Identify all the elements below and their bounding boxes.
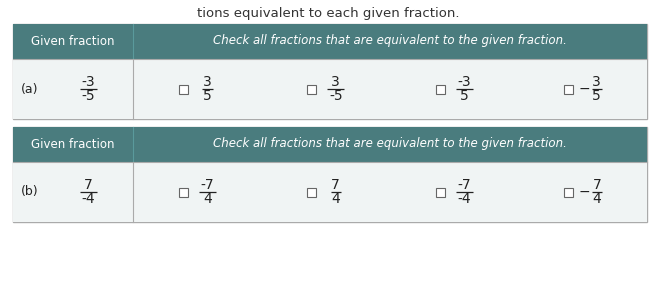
Text: 7: 7 [331,178,340,192]
Text: 7: 7 [592,178,601,192]
Bar [13,127,647,222]
Text: -3: -3 [457,75,471,89]
Bar [13,24,647,59]
Text: −: − [579,82,590,96]
Text: 4: 4 [203,192,212,206]
Text: (b): (b) [21,185,39,199]
Text: −: − [579,185,590,199]
Bar [307,84,316,94]
Text: -7: -7 [457,178,471,192]
Bar [178,187,188,197]
Text: -3: -3 [81,75,95,89]
Text: 4: 4 [331,192,340,206]
Text: Given fraction: Given fraction [31,35,115,48]
Text: tions equivalent to each given fraction.: tions equivalent to each given fraction. [197,7,459,20]
Text: 3: 3 [331,75,340,89]
Text: -7: -7 [201,178,214,192]
Text: 5: 5 [460,89,468,103]
Text: Check all fractions that are equivalent to the given fraction.: Check all fractions that are equivalent … [213,137,567,150]
Text: 4: 4 [592,192,601,206]
Bar [178,84,188,94]
Bar [564,84,573,94]
Bar [13,59,647,119]
Bar [564,187,573,197]
Text: -5: -5 [329,89,342,103]
Text: 5: 5 [203,89,212,103]
Bar [13,162,647,222]
Text: 5: 5 [592,89,601,103]
Text: Check all fractions that are equivalent to the given fraction.: Check all fractions that are equivalent … [213,34,567,47]
Text: -4: -4 [457,192,471,206]
Text: Given fraction: Given fraction [31,138,115,151]
Bar [436,84,445,94]
Text: (a): (a) [21,82,39,96]
Bar [13,127,647,162]
Text: 7: 7 [83,178,92,192]
Text: -4: -4 [81,192,95,206]
Text: 3: 3 [592,75,601,89]
Text: 3: 3 [203,75,212,89]
Bar [13,24,647,119]
Bar [307,187,316,197]
Bar [436,187,445,197]
Text: -5: -5 [81,89,95,103]
